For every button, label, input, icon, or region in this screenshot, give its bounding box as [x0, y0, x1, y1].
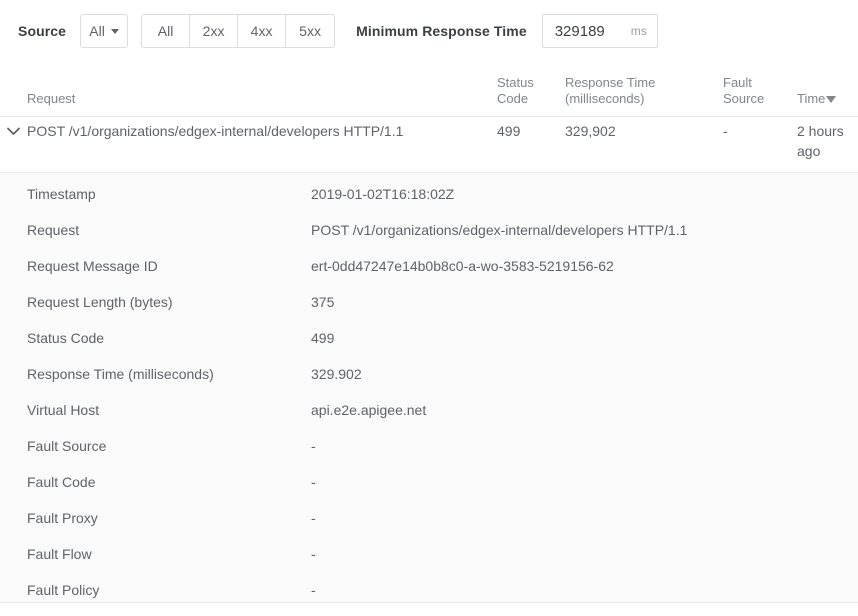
detail-row: Fault Code - — [0, 472, 858, 508]
detail-key: Fault Flow — [27, 546, 92, 562]
detail-key: Fault Source — [27, 438, 107, 454]
detail-key: Fault Policy — [27, 582, 100, 598]
sort-descending-icon — [826, 95, 837, 103]
column-header-fault-source[interactable]: Fault Source — [723, 75, 783, 107]
detail-value: 499 — [311, 330, 335, 346]
cell-request: POST /v1/organizations/edgex-internal/de… — [27, 123, 404, 139]
minimum-response-time-label: Minimum Response Time — [356, 23, 527, 39]
cell-status-code: 499 — [497, 123, 521, 139]
detail-field-list: Timestamp 2019-01-02T16:18:02Z Request POST… — [0, 173, 858, 616]
detail-key: Request Length (bytes) — [27, 294, 173, 310]
detail-row: Response Time (milliseconds) 329.902 — [0, 364, 858, 400]
status-filter-2xx[interactable]: 2xx — [190, 15, 239, 47]
detail-row: Timestamp 2019-01-02T16:18:02Z — [0, 184, 858, 220]
detail-value: - — [311, 546, 316, 562]
minimum-response-time-field[interactable]: ms — [541, 14, 658, 48]
column-header-response-time-line1: Response Time — [565, 75, 656, 90]
detail-key: Request Message ID — [27, 258, 158, 274]
detail-key: Request — [27, 222, 80, 238]
minimum-response-time-input[interactable] — [542, 22, 629, 40]
status-filter-5xx[interactable]: 5xx — [286, 15, 335, 47]
request-detail-panel: Timestamp 2019-01-02T16:18:02Z Request POST… — [0, 172, 858, 603]
cell-response-time: 329,902 — [565, 123, 616, 139]
detail-value: - — [311, 474, 316, 490]
source-dropdown-value: All — [89, 23, 105, 39]
milliseconds-unit-label: ms — [630, 24, 647, 38]
detail-row: Fault Flow - — [0, 544, 858, 580]
detail-row: Request Length (bytes) 375 — [0, 292, 858, 328]
column-header-status-code-line2: Code — [497, 91, 529, 106]
requests-table: Request Status Code Response Time (milli… — [0, 62, 858, 173]
cell-time: 2 hours ago — [797, 123, 844, 159]
status-class-filter-group: All 2xx 4xx 5xx — [141, 14, 336, 48]
detail-value: 375 — [311, 294, 335, 310]
detail-row: Virtual Host api.e2e.apigee.net — [0, 400, 858, 436]
column-header-status-code-line1: Status — [497, 75, 534, 90]
column-header-time[interactable]: Time — [797, 91, 837, 107]
status-filter-4xx[interactable]: 4xx — [238, 15, 287, 47]
status-filter-all[interactable]: All — [142, 15, 191, 47]
column-header-time-label: Time — [797, 91, 826, 106]
detail-row: Request POST /v1/organizations/edgex-inte… — [0, 220, 858, 256]
column-header-fault-source-line2: Source — [723, 91, 765, 106]
detail-value: api.e2e.apigee.net — [311, 402, 427, 418]
detail-value: POST /v1/organizations/edgex-internal/de… — [311, 222, 688, 238]
detail-row: Fault Policy - — [0, 580, 858, 616]
row-expand-toggle[interactable] — [4, 122, 22, 140]
detail-value: - — [311, 438, 316, 454]
detail-key: Response Time (milliseconds) — [27, 366, 214, 382]
detail-value: 2019-01-02T16:18:02Z — [311, 186, 455, 202]
filter-toolbar: Source All All 2xx 4xx 5xx Minimum Respo… — [0, 0, 858, 62]
chevron-down-icon — [110, 28, 119, 34]
cell-fault-source: - — [723, 123, 728, 139]
source-dropdown[interactable]: All — [80, 14, 129, 48]
detail-value: 329.902 — [311, 366, 362, 382]
detail-value: - — [311, 510, 316, 526]
detail-value: - — [311, 582, 316, 598]
column-header-response-time[interactable]: Response Time (milliseconds) — [565, 75, 705, 107]
detail-key: Virtual Host — [27, 402, 100, 418]
detail-row: Fault Source - — [0, 436, 858, 472]
detail-key: Status Code — [27, 330, 105, 346]
detail-key: Fault Proxy — [27, 510, 98, 526]
detail-row: Request Message ID ert-0dd47247e14b0b8c0-… — [0, 256, 858, 292]
column-header-response-time-line2: (milliseconds) — [565, 91, 645, 106]
column-header-fault-source-line1: Fault — [723, 75, 752, 90]
column-header-status-code[interactable]: Status Code — [497, 75, 553, 107]
column-header-request[interactable]: Request — [27, 91, 76, 106]
detail-row: Fault Proxy - — [0, 508, 858, 544]
detail-value: ert-0dd47247e14b0b8c0-a-wo-3583-5219156-… — [311, 258, 614, 274]
detail-key: Fault Code — [27, 474, 96, 490]
table-row[interactable]: POST /v1/organizations/edgex-internal/de… — [0, 117, 858, 173]
detail-row: Status Code 499 — [0, 328, 858, 364]
detail-key: Timestamp — [27, 186, 96, 202]
table-header-row: Request Status Code Response Time (milli… — [0, 62, 858, 117]
source-label: Source — [18, 23, 67, 39]
